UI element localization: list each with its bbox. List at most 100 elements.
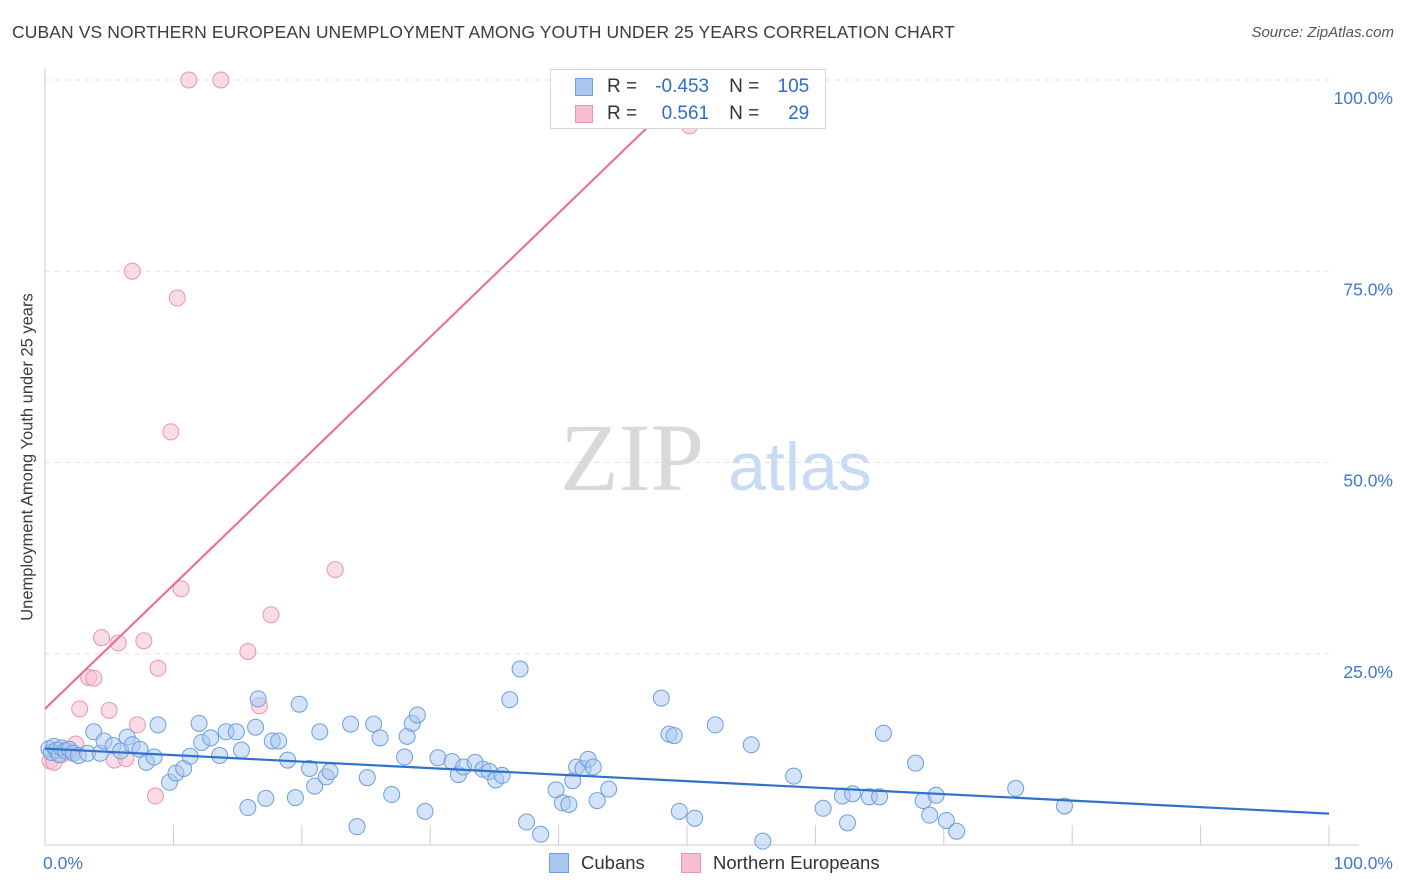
axes: [44, 68, 1359, 846]
y-tick-label: 50.0%: [1343, 471, 1393, 491]
cubans-point: [1007, 779, 1025, 797]
northern-europeans-point: [326, 561, 344, 579]
legend-swatch-northern-europeans: [575, 105, 593, 123]
y-tick-label: 100.0%: [1334, 88, 1393, 108]
cubans-point: [396, 748, 414, 766]
legend-label-cubans: Cubans: [581, 852, 645, 873]
cubans-point: [416, 802, 434, 820]
cubans-point: [270, 732, 288, 750]
cubans-point: [306, 777, 324, 795]
legend-r-value: 0.561: [661, 103, 710, 124]
northern-europeans-point: [146, 787, 164, 805]
northern-europeans-point: [85, 669, 103, 687]
legend-swatch-cubans: [549, 853, 569, 873]
cubans-trend-line: [44, 747, 1330, 815]
legend-swatch-northern-europeans: [681, 853, 701, 873]
cubans-point: [871, 788, 889, 806]
trend-lines: [44, 88, 1330, 815]
cubans-point: [311, 723, 329, 741]
chart-title: CUBAN VS NORTHERN EUROPEAN UNEMPLOYMENT …: [12, 22, 955, 42]
cubans-point: [874, 724, 892, 742]
northern-europeans-trend-line: [44, 88, 688, 710]
legend-r-label: R =: [607, 103, 638, 124]
cubans-point: [493, 766, 511, 784]
stats-legend: R = -0.453 N = 105 R = 0.561 N = 29: [550, 69, 826, 129]
northern-europeans-point: [123, 262, 141, 280]
cubans-point: [383, 786, 401, 804]
cubans-point: [665, 727, 683, 745]
northern-europeans-point: [128, 716, 146, 734]
cubans-point: [301, 760, 319, 777]
cubans-point: [348, 818, 366, 836]
source-note: Source: ZipAtlas.com: [1251, 24, 1394, 41]
tick-labels: 25.0% 50.0% 75.0% 100.0% 0.0% 100.0%: [43, 88, 1393, 873]
cubans-point: [742, 736, 760, 754]
cubans-point: [511, 660, 529, 678]
northern-europeans-point: [262, 606, 280, 624]
northern-europeans-point: [71, 700, 89, 718]
cubans-point: [429, 749, 447, 767]
cubans-point: [686, 809, 704, 827]
cubans-point: [342, 715, 360, 733]
cubans-point: [532, 825, 550, 843]
cubans-point: [365, 715, 383, 733]
cubans-point: [149, 716, 167, 734]
x-tick-label: 100.0%: [1334, 853, 1393, 873]
cubans-point: [948, 822, 966, 840]
x-tick-label: 0.0%: [43, 853, 83, 873]
legend-n-value: 29: [788, 103, 810, 124]
cubans-point: [371, 729, 389, 747]
cubans-point: [927, 786, 945, 804]
cubans-point: [785, 767, 803, 785]
cubans-point: [518, 813, 535, 831]
cubans-point: [145, 748, 163, 766]
legend-r-value: -0.453: [655, 76, 710, 97]
cubans-point: [321, 763, 339, 781]
cubans-point: [921, 806, 939, 824]
cubans-point: [501, 691, 519, 709]
cubans-point: [937, 812, 955, 830]
northern-europeans-point: [135, 632, 153, 650]
y-tick-label: 25.0%: [1343, 662, 1393, 682]
northern-europeans-point: [100, 701, 118, 719]
legend-label-northern-europeans: Northern Europeans: [713, 852, 880, 873]
northern-europeans-point: [149, 659, 167, 677]
legend-r-label: R =: [607, 76, 638, 97]
northern-europeans-point: [212, 71, 230, 89]
cubans-point: [588, 792, 606, 810]
cubans-point: [839, 814, 856, 832]
cubans-point: [670, 802, 688, 820]
legend-row-cubans: R = -0.453 N = 105: [575, 76, 809, 98]
cubans-point: [202, 729, 220, 747]
cubans-point: [257, 789, 275, 807]
watermark: ZIP atlas: [560, 404, 872, 511]
cubans-point: [584, 758, 602, 776]
northern-europeans-point: [162, 423, 180, 441]
northern-europeans-point: [168, 289, 186, 307]
legend-swatch-cubans: [575, 78, 593, 96]
northern-europeans-point: [180, 71, 198, 89]
cubans-point: [232, 741, 250, 759]
cubans-point: [907, 754, 925, 772]
legend-n-label: N =: [729, 103, 760, 124]
cubans-point: [652, 689, 670, 707]
y-tick-label: 75.0%: [1343, 279, 1393, 299]
northern-europeans-point: [239, 642, 257, 660]
northern-europeans-point: [92, 629, 110, 647]
cubans-point: [211, 746, 229, 764]
cubans-point: [706, 716, 724, 734]
watermark-zip: ZIP: [560, 404, 704, 511]
cubans-point: [249, 690, 267, 708]
gridlines: [45, 79, 1329, 655]
cubans-point: [286, 789, 304, 807]
cubans-point: [408, 706, 426, 724]
legend-row-northern-europeans: R = 0.561 N = 29: [575, 103, 809, 125]
legend-n-value: 105: [777, 76, 810, 97]
legend-n-label: N =: [729, 76, 760, 97]
legend-item-northern-europeans: Northern Europeans: [681, 852, 880, 874]
legend-item-cubans: Cubans: [549, 852, 645, 874]
cubans-point: [290, 695, 308, 713]
y-axis-label: Unemployment Among Youth under 25 years: [18, 293, 37, 621]
cubans-point: [358, 769, 376, 787]
